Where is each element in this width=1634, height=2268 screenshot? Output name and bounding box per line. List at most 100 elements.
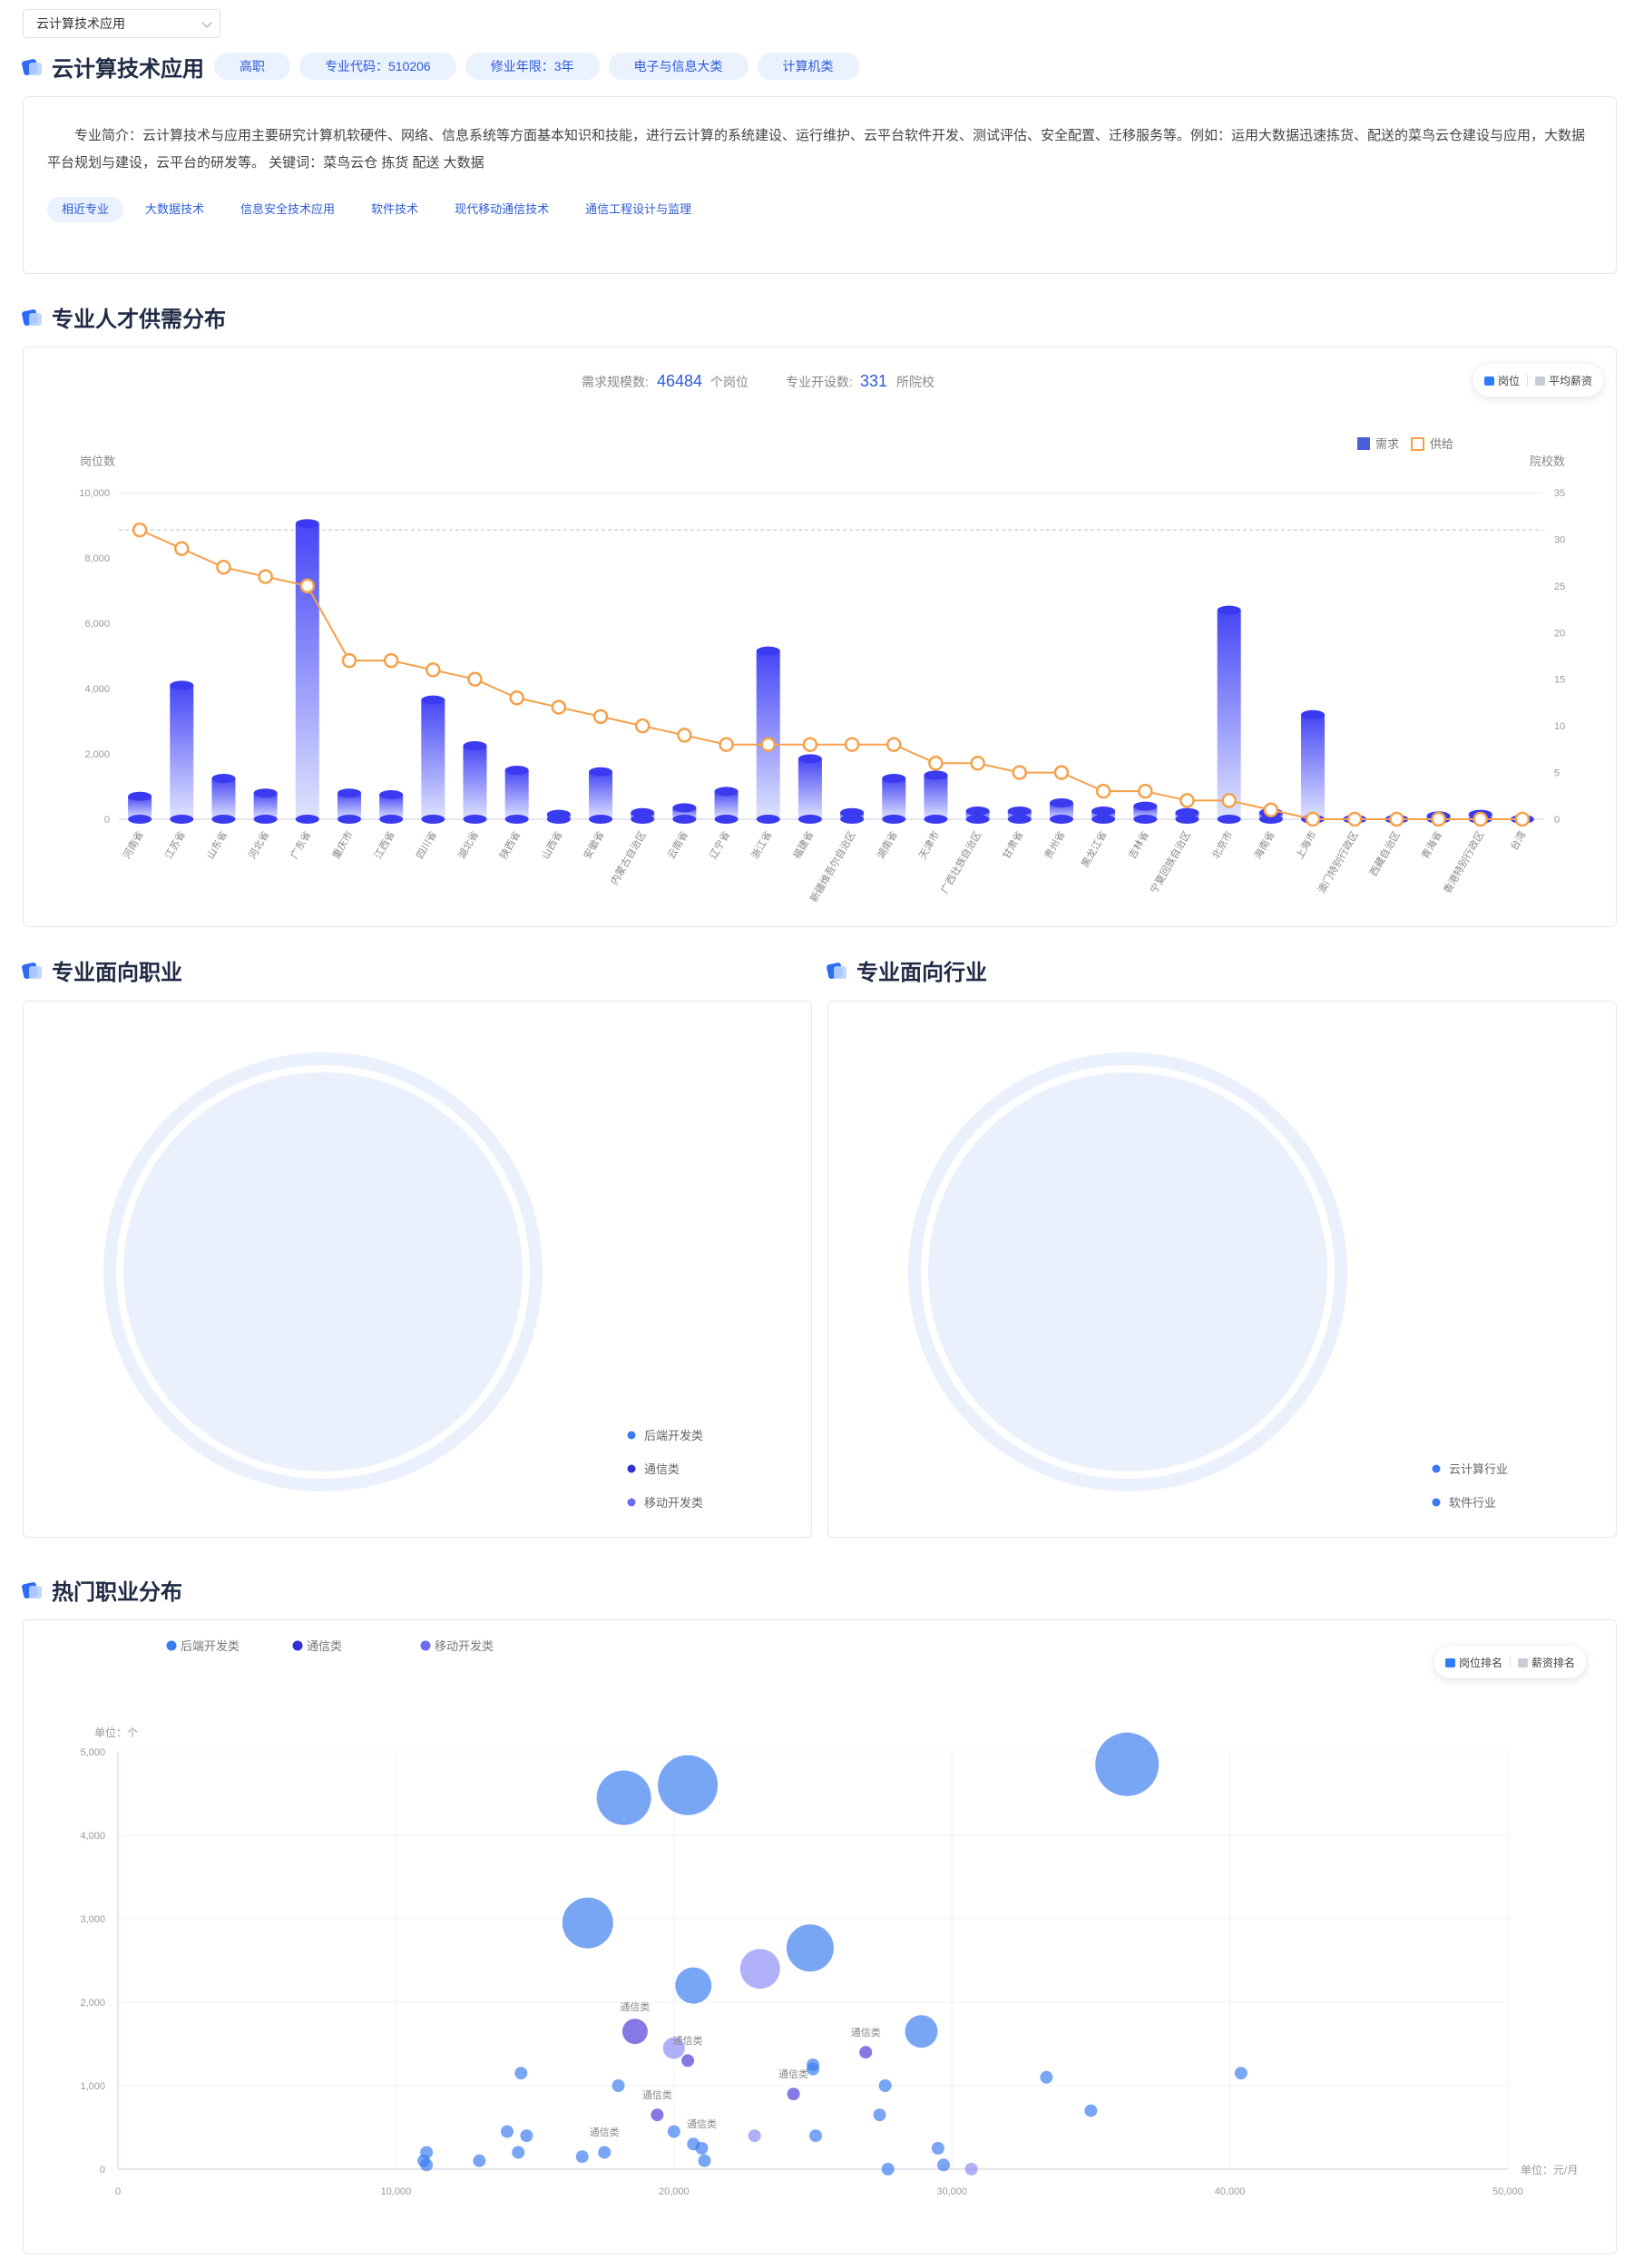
demand-bar-base <box>295 815 319 824</box>
demand-bar-cap <box>379 790 404 799</box>
tag-code: 专业代码：510206 <box>299 53 456 80</box>
y-right-label: 院校数 <box>1530 455 1565 468</box>
tag-duration: 修业年限：3年 <box>465 53 600 80</box>
y-left-tick: 4,000 <box>84 684 110 695</box>
supply-point <box>592 709 609 725</box>
toggle-positions-label: 岗位 <box>1498 374 1521 387</box>
toggle-divider <box>1510 1657 1512 1667</box>
y-left-tick: 8,000 <box>84 553 110 564</box>
legend-dot-mobile <box>627 1498 636 1507</box>
demand-bar <box>421 699 445 819</box>
toggle-salary[interactable]: 平均薪资 <box>1535 373 1592 388</box>
school-unit: 所院校 <box>896 375 934 389</box>
demand-bar-cap <box>797 754 822 764</box>
x-category-label: 四川省 <box>414 829 439 861</box>
demand-bar-cap <box>1301 709 1326 719</box>
legend-dot-backend <box>166 1640 177 1651</box>
x-tick: 20,000 <box>659 2186 690 2197</box>
supply-point <box>1473 811 1488 827</box>
related-major-link[interactable]: 现代移动通信技术 <box>455 202 550 216</box>
scatter-point <box>420 2158 434 2172</box>
chevron-down-icon <box>201 17 212 28</box>
related-major-link[interactable]: 软件技术 <box>371 202 419 216</box>
demand-value: 46484 <box>657 372 702 390</box>
demand-bar-base <box>1007 815 1032 824</box>
scatter-point <box>739 1949 780 1989</box>
demand-bar <box>882 778 906 819</box>
toggle-divider <box>1527 375 1529 386</box>
related-major-link[interactable]: 大数据技术 <box>145 202 205 216</box>
industry-section-title: 专业面向行业 <box>827 954 987 986</box>
cube-icon <box>23 961 43 981</box>
demand-bar-cap <box>589 767 613 777</box>
demand-bar <box>589 771 613 819</box>
point-annotation: 通信类 <box>642 2088 672 2101</box>
legend-dot-backend <box>627 1431 636 1440</box>
point-annotation: 通信类 <box>778 2068 808 2080</box>
jobs-card: 后端开发类 通信类 移动开发类 <box>23 1001 812 1538</box>
toggle-salary-rank[interactable]: 薪资排名 <box>1518 1655 1575 1670</box>
scatter-point <box>612 2079 625 2092</box>
demand-bar <box>211 778 236 819</box>
demand-bar-cap <box>965 807 990 816</box>
supply-demand-chart: 需求规模数: 46484 个岗位 专业开设数: 331 所院校 需求 供给 岗位… <box>79 372 1565 904</box>
school-value: 331 <box>860 372 887 390</box>
demand-bar-cap <box>924 770 948 780</box>
scatter-point <box>514 2067 528 2080</box>
supply-point <box>1095 783 1111 799</box>
demand-bar-base <box>1217 815 1241 824</box>
supply-point <box>299 578 316 594</box>
y-right-tick: 15 <box>1554 675 1565 686</box>
y-tick: 1,000 <box>80 2081 105 2092</box>
scatter-point <box>786 1924 834 1972</box>
x-unit-label: 单位：元/月 <box>1521 2163 1578 2176</box>
legend-dot-cloud <box>1432 1464 1441 1473</box>
supply-point <box>174 541 190 556</box>
hot-section-title: 热门职业分布 <box>23 1574 182 1606</box>
demand-bar-cap <box>128 791 152 801</box>
legend-hot-mobile: 移动开发类 <box>435 1639 494 1653</box>
briefcase-icon <box>1445 1657 1455 1667</box>
cube-icon <box>23 308 43 327</box>
x-category-label: 山东省 <box>204 829 230 861</box>
y-right-tick: 20 <box>1554 628 1565 639</box>
supply-point <box>634 718 651 734</box>
toggle-position-rank[interactable]: 岗位排名 <box>1445 1655 1502 1670</box>
supply-section-title: 专业人才供需分布 <box>23 301 226 333</box>
x-category-label: 云南省 <box>665 829 690 861</box>
demand-unit: 个岗位 <box>710 375 749 389</box>
x-category-label: 浙江省 <box>749 829 775 861</box>
supply-point <box>258 569 273 584</box>
y-left-tick: 6,000 <box>84 619 110 630</box>
supply-point <box>1346 811 1363 827</box>
legend-supply: 供给 <box>1430 437 1453 451</box>
x-category-label: 安徽省 <box>581 829 607 862</box>
toggle-positions[interactable]: 岗位 <box>1484 373 1520 388</box>
industry-title-text: 专业面向行业 <box>856 961 987 985</box>
related-major-link[interactable]: 通信工程设计与监理 <box>585 202 692 216</box>
y-right-tick: 5 <box>1554 768 1560 779</box>
related-major-link[interactable]: 信息安全技术应用 <box>240 202 336 216</box>
scatter-point <box>1234 2067 1248 2080</box>
toggle-salary-rank-label: 薪资排名 <box>1531 1656 1576 1669</box>
y-right-tick: 25 <box>1554 582 1565 592</box>
demand-bar-base <box>463 815 487 824</box>
major-select[interactable]: 云计算技术应用 <box>23 9 220 38</box>
scatter-point <box>905 2015 938 2048</box>
demand-bar-base <box>546 815 571 824</box>
x-category-label: 海南省 <box>1251 829 1277 862</box>
demand-bar-base <box>631 815 655 824</box>
scatter-point <box>937 2158 951 2172</box>
demand-bar-base <box>170 815 194 824</box>
point-annotation: 通信类 <box>687 2117 717 2130</box>
legend-demand-swatch <box>1357 437 1370 450</box>
supply-point <box>760 737 776 752</box>
scatter-point <box>698 2154 711 2167</box>
demand-bar-base <box>253 815 278 824</box>
demand-bar-cap <box>1007 807 1032 816</box>
demand-bar-cap <box>1049 798 1073 807</box>
legend-dot-telecom <box>627 1464 636 1473</box>
jobs-pie-disc <box>123 1072 523 1471</box>
demand-bar <box>1217 610 1241 819</box>
supply-metric-toggle: 岗位 平均薪资 <box>1473 364 1604 396</box>
